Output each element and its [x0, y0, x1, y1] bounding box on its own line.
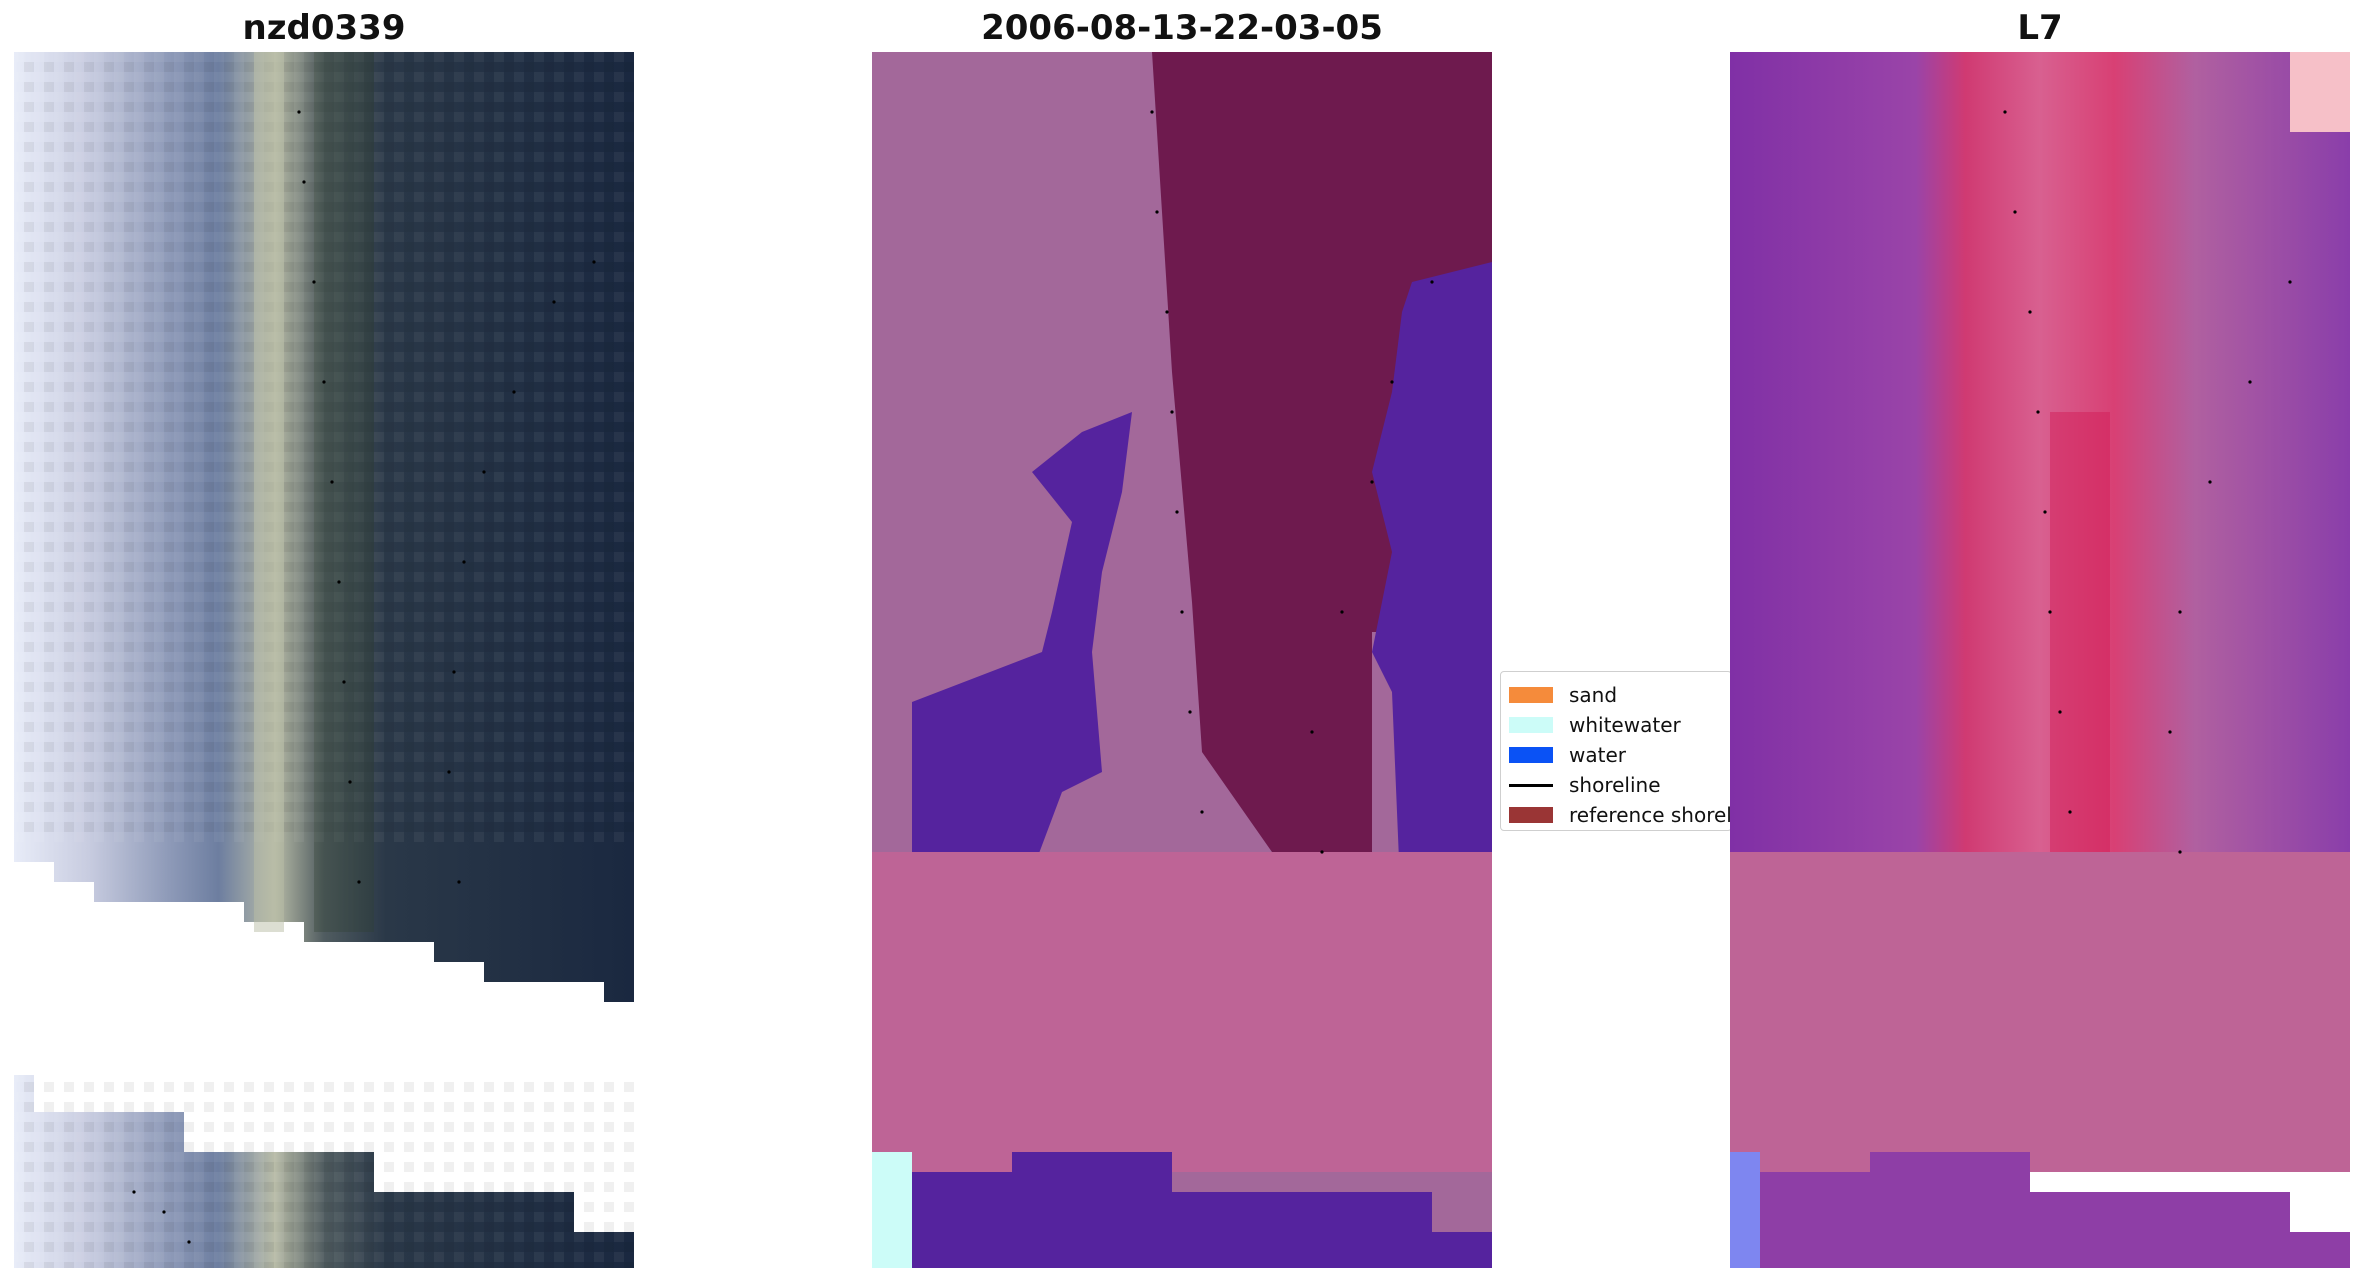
legend: sand whitewater water shoreline referenc… [1500, 671, 1732, 831]
shoreline-points-rgb [132, 110, 596, 1244]
legend-item-reference-shoreline: reference shoreline [1509, 800, 1731, 830]
panel-title-classification: 2006-08-13-22-03-05 [981, 8, 1383, 48]
legend-label-whitewater: whitewater [1569, 713, 1681, 737]
legend-item-whitewater: whitewater [1509, 710, 1731, 740]
legend-label-reference-shoreline: reference shoreline [1569, 803, 1732, 827]
panel-title-index: L7 [2017, 8, 2063, 48]
panel-title-rgb: nzd0339 [242, 8, 406, 48]
rgb-image-panel [14, 52, 634, 1268]
legend-item-sand: sand [1509, 680, 1731, 710]
rgb-image [14, 52, 634, 1268]
legend-swatch-reference-shoreline [1509, 807, 1553, 823]
legend-label-water: water [1569, 743, 1626, 767]
legend-item-water: water [1509, 740, 1731, 770]
legend-swatch-water [1509, 747, 1553, 763]
classification-panel [872, 52, 1492, 1268]
legend-item-shoreline: shoreline [1509, 770, 1731, 800]
legend-swatch-whitewater [1509, 717, 1553, 733]
index-image [1730, 52, 2350, 1268]
legend-swatch-sand [1509, 687, 1553, 703]
shoreline-points-index [2003, 110, 2292, 854]
index-panel [1730, 52, 2350, 1268]
legend-line-shoreline [1509, 783, 1553, 787]
shoreline-points-classification [1150, 110, 1434, 854]
legend-label-shoreline: shoreline [1569, 773, 1661, 797]
legend-label-sand: sand [1569, 683, 1618, 707]
classification-image [872, 52, 1492, 1268]
